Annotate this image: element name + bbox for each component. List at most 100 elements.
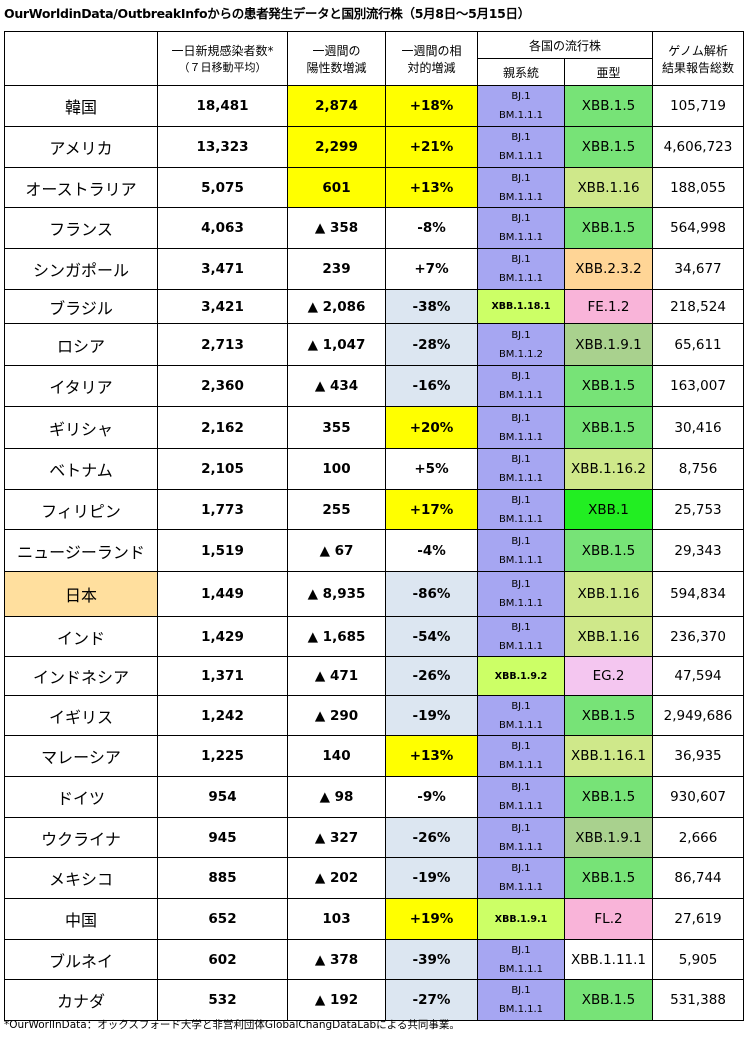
week-change-cell: ▲ 202 [287,857,386,899]
country-cell: 韓国 [4,85,158,127]
parent-lineage-line1: BJ.1 [511,700,531,712]
parent-lineage-cell: XBB.1.9.1 [477,898,565,940]
country-cell: 中国 [4,898,158,940]
daily-new-cell: 945 [157,817,288,858]
parent-lineage-line1: BJ.1 [511,822,531,834]
week-change-cell: 355 [287,406,386,449]
week-change-cell: 239 [287,248,386,290]
parent-lineage-line1: BJ.1 [511,172,531,184]
country-cell: ドイツ [4,776,158,818]
parent-lineage-cell: BJ.1 BM.1.1.1 [477,695,565,736]
parent-lineage-line2: BM.1.1.1 [498,273,544,284]
parent-lineage-cell: BJ.1 BM.1.1.1 [477,817,565,858]
country-cell: カナダ [4,979,158,1021]
daily-new-cell: 2,162 [157,406,288,449]
page-title: OurWorldinData/OutbreakInfoからの患者発生データと国別… [4,6,530,21]
week-change-cell: ▲ 358 [287,207,386,249]
relative-change-cell: +5% [385,448,478,490]
week-change-cell: ▲ 434 [287,365,386,407]
header-week-change-line2: 陽性数増減 [306,60,367,75]
relative-change-cell: -27% [385,979,478,1021]
sublineage-cell: XBB.1.5 [563,126,654,168]
relative-change-cell: +13% [385,735,478,777]
country-cell: イギリス [4,695,158,736]
parent-lineage-line1: BJ.1 [511,535,531,547]
sublineage-cell: XBB.1.5 [563,207,654,249]
header-daily-new-line2: （７日移動平均） [178,61,267,74]
relative-change-cell: +21% [385,126,478,168]
parent-lineage-line2: BM.1.1.1 [498,1004,544,1015]
parent-lineage-line1: BJ.1 [511,782,531,793]
parent-lineage-label: XBB.1.9.2 [494,670,548,682]
country-cell: シンガポール [4,248,158,290]
relative-change-cell: -39% [385,939,478,980]
relative-change-cell: +20% [385,406,478,449]
sublineage-cell: XBB.1.5 [563,857,654,899]
parent-lineage-cell: BJ.1 BM.1.1.1 [477,406,565,449]
sublineage-cell: XBB.1.9.1 [563,323,654,366]
parent-lineage-line1: BJ.1 [511,213,531,224]
daily-new-cell: 1,371 [157,656,288,696]
parent-lineage-line2: BM.1.1.1 [498,882,544,893]
table-row: ギリシャ 2,162 355 +20% BJ.1 BM.1.1.1 XBB.1.5 30,41… [4,406,745,449]
table-row: マレーシア 1,225 140 +13% BJ.1 BM.1.1.1 XBB.1.16.1 3… [4,735,745,777]
week-change-cell: ▲ 378 [287,939,386,980]
header-sublineage: 亜型 [563,58,654,86]
parent-lineage-line1: BJ.1 [511,91,531,102]
parent-lineage-line2: BM.1.1.1 [498,110,544,121]
week-change-cell: ▲ 1,685 [287,616,386,657]
parent-lineage-cell: BJ.1 BM.1.1.1 [477,207,565,249]
relative-change-cell: +19% [385,898,478,940]
header-relative-line2: 対的増減 [407,60,456,75]
sublineage-cell: FL.2 [563,898,654,940]
week-change-cell: 2,299 [287,126,386,168]
parent-lineage-line2: BM.1.1.2 [498,348,544,360]
sublineage-cell: XBB.1.5 [563,695,654,736]
week-change-cell: 103 [287,898,386,940]
relative-change-cell: +18% [385,85,478,127]
parent-lineage-line1: BJ.1 [511,741,531,752]
genome-total-cell: 564,998 [652,207,745,249]
daily-new-cell: 13,323 [157,126,288,168]
daily-new-cell: 1,242 [157,695,288,736]
parent-lineage-line1: BJ.1 [511,371,531,382]
header-genome-line2: 結果報告総数 [662,60,735,75]
sublineage-cell: XBB.1.5 [563,979,654,1021]
daily-new-cell: 2,713 [157,323,288,366]
parent-lineage-cell: BJ.1 BM.1.1.1 [477,571,565,617]
genome-total-cell: 188,055 [652,167,745,208]
genome-total-cell: 86,744 [652,857,745,899]
week-change-cell: ▲ 471 [287,656,386,696]
parent-lineage-line2: BM.1.1.1 [498,390,544,401]
parent-lineage-cell: BJ.1 BM.1.1.1 [477,735,565,777]
relative-change-cell: -16% [385,365,478,407]
header-week-change: 一週間の 陽性数増減 [287,31,386,86]
week-change-cell: ▲ 192 [287,979,386,1021]
table-row: ウクライナ 945 ▲ 327 -26% BJ.1 BM.1.1.1 XBB.1.9.1 2,… [4,817,745,858]
country-cell: アメリカ [4,126,158,168]
parent-lineage-line1: BJ.1 [511,412,531,424]
parent-lineage-cell: BJ.1 BM.1.1.1 [477,776,565,818]
table-row: ニュージーランド 1,519 ▲ 67 -4% BJ.1 BM.1.1.1 XBB.1.5 2… [4,529,745,572]
relative-change-cell: -38% [385,289,478,324]
sublineage-cell: XBB.1.5 [563,529,654,572]
header-daily-new: 一日新規感染者数* （７日移動平均） [157,31,288,86]
daily-new-cell: 2,105 [157,448,288,490]
week-change-cell: ▲ 2,086 [287,289,386,324]
country-cell: 日本 [4,571,158,617]
table-row: アメリカ 13,323 2,299 +21% BJ.1 BM.1.1.1 XBB.1.5 4,… [4,126,745,168]
table-row: 中国 652 103 +19% XBB.1.9.1 FL.2 27,619 [4,898,745,940]
genome-total-cell: 531,388 [652,979,745,1021]
parent-lineage-cell: BJ.1 BM.1.1.1 [477,939,565,980]
genome-total-cell: 30,416 [652,406,745,449]
country-cell: マレーシア [4,735,158,777]
parent-lineage-line1: BJ.1 [511,621,531,633]
relative-change-cell: -26% [385,817,478,858]
parent-lineage-cell: BJ.1 BM.1.1.1 [477,448,565,490]
genome-total-cell: 218,524 [652,289,745,324]
country-cell: ウクライナ [4,817,158,858]
parent-lineage-line1: BJ.1 [511,985,531,996]
sublineage-cell: XBB.1.11.1 [563,939,654,980]
country-cell: インド [4,616,158,657]
table-row: オーストラリア 5,075 601 +13% BJ.1 BM.1.1.1 XBB.1.16 1… [4,167,745,208]
